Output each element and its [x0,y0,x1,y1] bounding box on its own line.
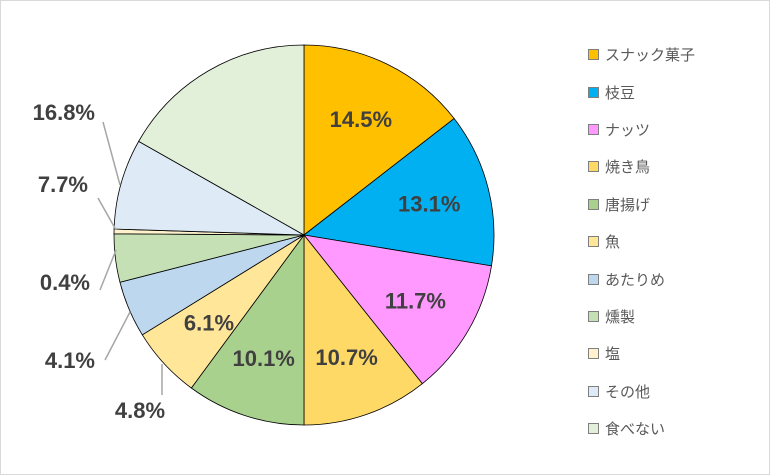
data-label-8: 4.1% [45,348,95,373]
legend-item: 焼き鳥 [588,148,758,185]
data-labels: 14.5% 13.1% 11.7% 10.7% 10.1% 6.1% 4.8% 4.1% 0.4… [33,100,461,423]
data-label-1: 14.5% [330,107,392,132]
legend-swatch [588,123,599,135]
legend-swatch [588,86,599,98]
legend-label: あたりめ [605,270,666,289]
legend-item: あたりめ [588,260,758,297]
pie-slice-5 [190,233,305,426]
legend-swatch [588,385,599,397]
legend-label: その他 [605,382,651,401]
legend-item: 塩 [588,335,758,372]
data-label-5: 10.1% [232,346,294,371]
legend-item: 食べない [588,410,758,447]
data-label-2: 13.1% [398,191,460,216]
legend-label: 唐揚げ [605,195,651,214]
leader-line-8 [104,311,131,361]
legend-swatch [588,310,599,322]
legend-label: 食べない [605,420,666,439]
legend-item: その他 [588,373,758,410]
pie-slice-1 [303,44,455,236]
legend-swatch [588,236,599,248]
pie-slice-4 [303,233,423,426]
pie-slices [113,44,495,426]
legend-item: 魚 [588,223,758,260]
legend-item: 唐揚げ [588,186,758,223]
legend-item: スナック菓子 [588,36,758,73]
data-label-3: 11.7% [385,288,446,313]
legend-label: スナック菓子 [605,46,696,65]
data-label-4: 10.7% [315,345,377,370]
legend-label: 燻製 [605,307,636,326]
pie-slice-11 [138,44,305,236]
legend: スナック菓子 枝豆ナッツ焼き鳥唐揚げ魚あたりめ燻製塩その他食べない [588,36,758,447]
data-label-7: 4.8% [115,398,165,423]
legend-swatch [588,198,599,210]
legend-item: ナッツ [588,111,758,148]
legend-label: 塩 [605,345,621,364]
data-label-10: 7.7% [38,172,88,197]
data-label-6: 6.1% [184,311,234,336]
legend-swatch [588,273,599,285]
legend-swatch [588,161,599,173]
data-label-9: 0.4% [40,270,90,295]
leader-line-9 [99,249,117,291]
legend-swatch [588,348,599,360]
legend-item: 枝豆 [588,73,758,110]
data-label-11: 16.8% [33,100,95,125]
legend-item: 燻製 [588,298,758,335]
legend-swatch [588,49,599,61]
legend-label: 枝豆 [605,83,636,102]
leader-line-11 [102,121,121,186]
legend-label: 魚 [605,233,621,252]
pie-slice-2 [303,117,495,267]
legend-swatch [588,423,599,435]
leader-line-10 [97,197,117,231]
pie-slice-3 [303,234,492,385]
leader-lines [97,121,163,395]
legend-label: ナッツ [605,120,651,139]
legend-label: 焼き鳥 [605,158,651,177]
